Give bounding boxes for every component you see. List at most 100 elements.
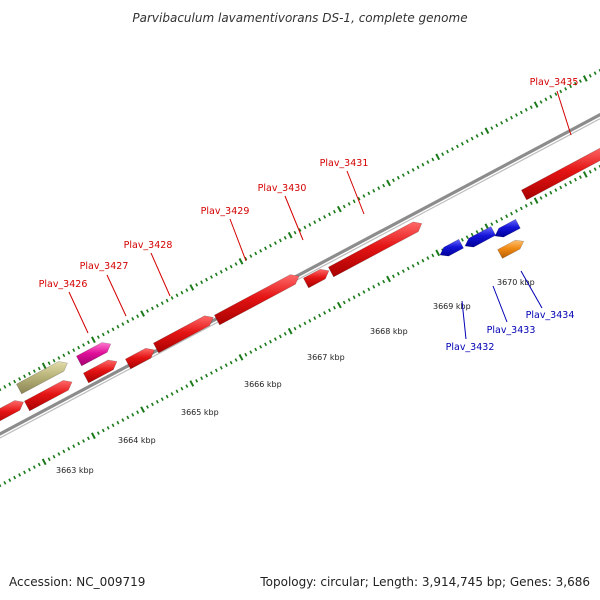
major-tick <box>91 432 96 440</box>
minor-tick <box>116 420 120 425</box>
minor-tick <box>111 423 115 428</box>
minor-tick <box>180 290 184 295</box>
minor-tick <box>219 270 223 274</box>
gene-arrow-plav-3434a[interactable] <box>494 218 521 238</box>
plav-3435-label[interactable]: Plav_3435 <box>530 77 579 88</box>
gene-arrow-plav-3430[interactable] <box>302 268 330 289</box>
minor-tick <box>347 202 351 206</box>
minor-tick <box>544 97 548 102</box>
minor-tick <box>362 290 366 294</box>
minor-tick <box>0 483 2 488</box>
minor-tick <box>224 267 228 271</box>
minor-tick <box>549 190 553 195</box>
gene-arrow-plav-3434[interactable] <box>497 239 525 259</box>
gene-arrow-red-3427b[interactable] <box>82 359 118 384</box>
plav-3429-label[interactable]: Plav_3429 <box>201 206 250 217</box>
minor-tick <box>406 170 410 175</box>
minor-tick <box>116 324 120 329</box>
major-tick <box>533 197 539 204</box>
gene-arrow-plav-3427[interactable] <box>23 380 73 412</box>
minor-tick <box>264 342 268 347</box>
map-title: Parvibaculum lavamentivorans DS-1, compl… <box>132 11 467 25</box>
minor-tick <box>3 385 7 389</box>
minor-tick <box>564 87 568 91</box>
minor-tick <box>200 280 204 285</box>
plav-3433-label[interactable]: Plav_3433 <box>487 325 536 336</box>
gene-labels: Plav_3426 Plav_3427 Plav_3428 Plav_3429 Plav… <box>39 77 579 353</box>
gene-arrow-plav-3428[interactable] <box>152 315 214 354</box>
plav-3428-label[interactable]: Plav_3428 <box>124 240 173 251</box>
minor-tick <box>96 431 100 435</box>
gene-arrow-olive[interactable] <box>15 361 68 395</box>
minor-tick <box>593 167 597 171</box>
minor-tick <box>554 92 558 96</box>
minor-tick <box>510 115 514 120</box>
major-tick <box>189 380 195 387</box>
minor-tick <box>391 274 395 279</box>
plav-3430-label[interactable]: Plav_3430 <box>258 183 307 194</box>
gene-arrow-red-left[interactable] <box>0 400 24 425</box>
gene-arrow-plav-3431[interactable] <box>327 221 423 278</box>
minor-tick <box>500 217 504 221</box>
major-tick <box>533 101 539 108</box>
minor-tick <box>175 389 179 394</box>
minor-tick <box>406 266 410 271</box>
minor-tick <box>411 264 415 268</box>
minor-tick <box>446 149 450 154</box>
gene-arrow-plav-3432[interactable] <box>439 238 464 257</box>
minor-tick <box>214 368 218 373</box>
minor-tick <box>195 283 199 287</box>
minor-tick <box>32 465 36 469</box>
plav-3432-leader-line <box>461 300 467 340</box>
minor-tick <box>416 261 420 266</box>
minor-tick <box>490 222 494 226</box>
plav-3431-label[interactable]: Plav_3431 <box>320 158 369 169</box>
minor-tick <box>136 314 140 318</box>
minor-tick <box>411 168 415 172</box>
minor-tick <box>396 271 400 276</box>
plav-3434-label[interactable]: Plav_3434 <box>526 310 575 321</box>
minor-tick <box>57 452 61 456</box>
minor-tick <box>23 470 27 475</box>
minor-tick <box>377 186 381 190</box>
minor-tick <box>160 301 164 305</box>
plav-3427-label[interactable]: Plav_3427 <box>80 261 129 272</box>
plav-3426-label[interactable]: Plav_3426 <box>39 279 88 290</box>
minor-tick <box>259 249 263 253</box>
gene-arrow-plav-3426[interactable] <box>75 342 112 367</box>
minor-tick <box>313 316 317 320</box>
plav-3432-label[interactable]: Plav_3432 <box>446 342 495 353</box>
minor-tick <box>254 347 258 352</box>
plav-3430-leader-line <box>284 195 304 241</box>
minor-tick <box>8 382 12 386</box>
minor-tick <box>209 371 213 375</box>
minor-tick <box>111 327 115 332</box>
plav-3429-leader-line <box>229 218 247 262</box>
minor-tick <box>249 254 253 258</box>
minor-tick <box>303 321 307 326</box>
major-tick <box>287 231 293 239</box>
minor-tick <box>244 256 248 261</box>
minor-tick <box>569 180 573 185</box>
minor-tick <box>293 230 297 235</box>
minor-tick <box>52 358 56 363</box>
minor-tick <box>155 400 159 404</box>
gene-arrow-plav-3435[interactable] <box>520 146 600 201</box>
minor-tick <box>126 415 130 420</box>
minor-tick <box>131 317 135 321</box>
minor-tick <box>47 361 51 366</box>
minor-tick <box>441 152 445 156</box>
minor-tick <box>195 379 199 383</box>
minor-tick <box>460 142 464 146</box>
gene-arrow-red-3428a[interactable] <box>124 347 155 370</box>
minor-tick <box>539 196 543 200</box>
minor-tick <box>578 79 582 83</box>
gene-arrow-plav-3429[interactable] <box>213 274 300 326</box>
gene-arrow-plav-3433[interactable] <box>464 226 497 248</box>
minor-tick <box>559 185 563 190</box>
minor-tick <box>77 345 81 350</box>
minor-tick <box>431 253 435 258</box>
minor-tick <box>554 188 558 192</box>
minor-tick <box>175 293 179 298</box>
